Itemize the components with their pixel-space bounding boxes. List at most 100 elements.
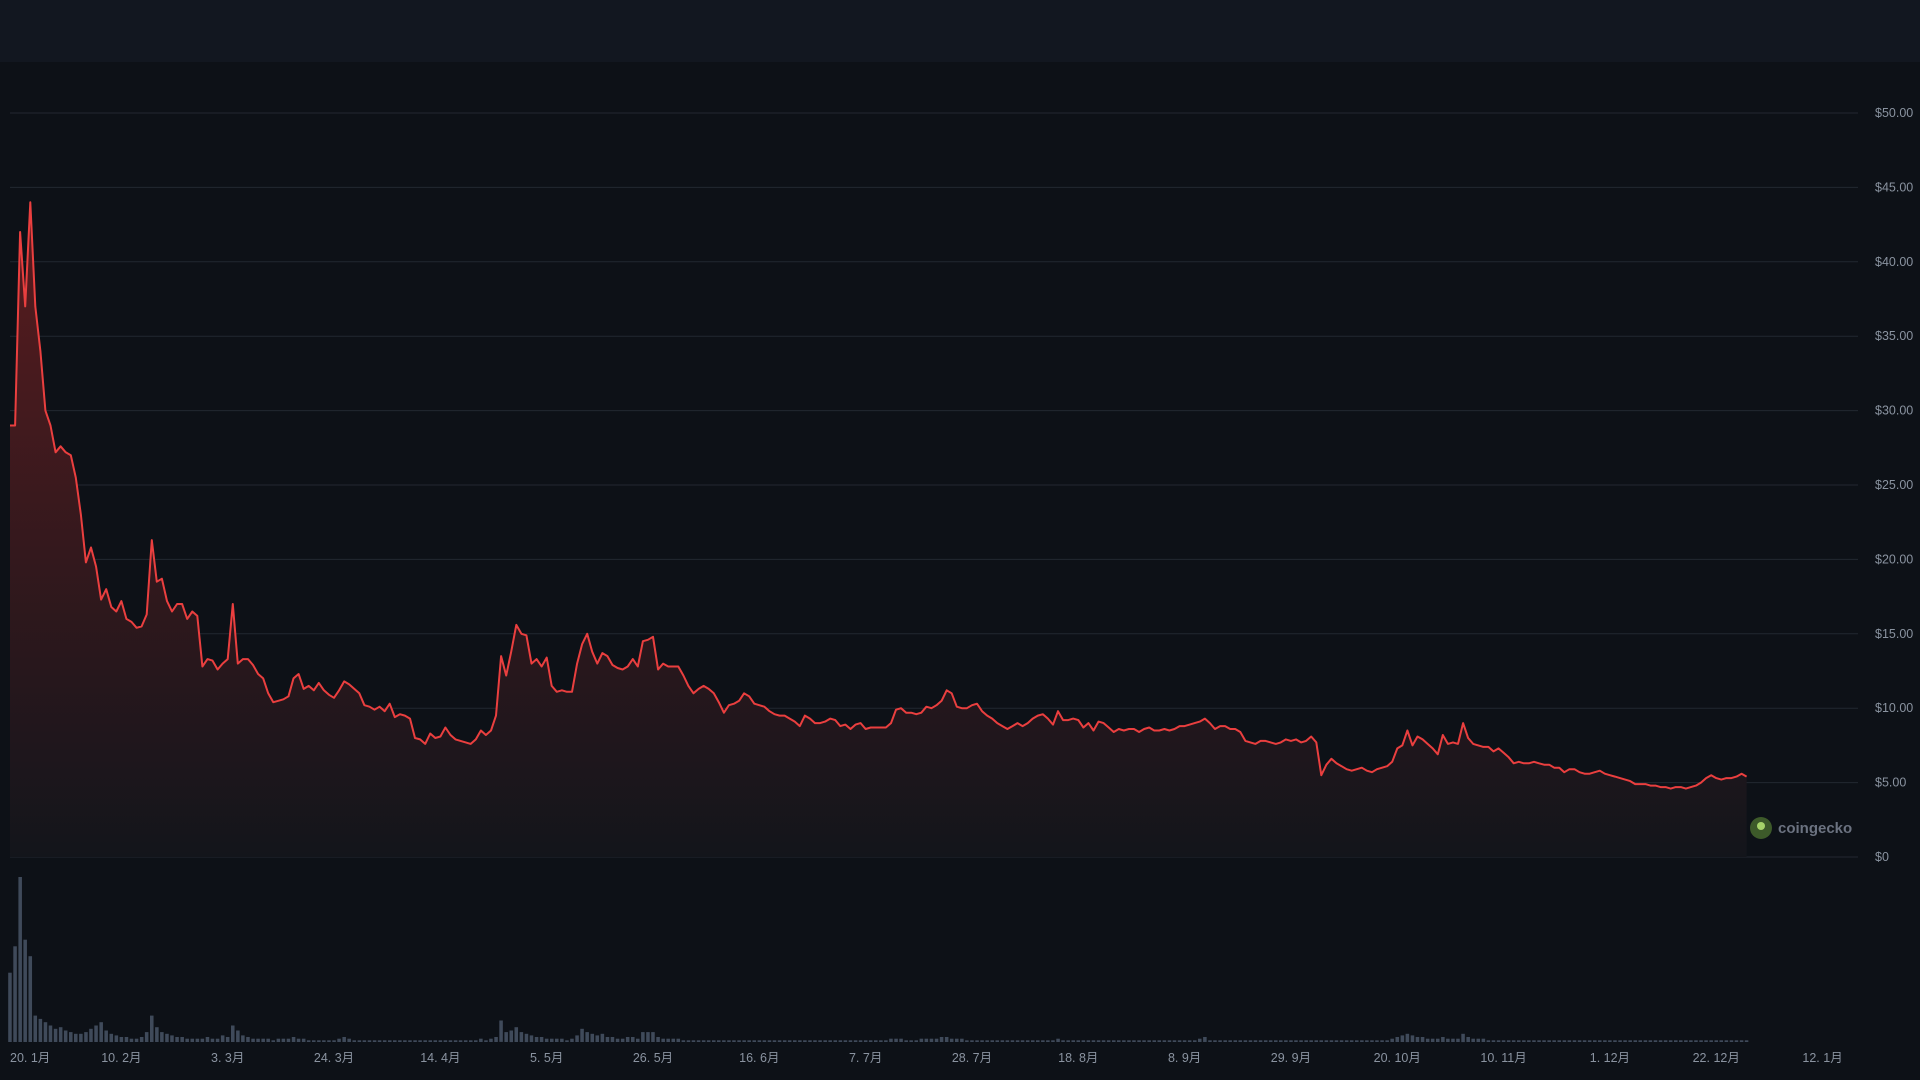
volume-bar (225, 1037, 230, 1042)
volume-bar (1395, 1037, 1400, 1042)
price-line-layer (10, 201, 1748, 790)
x-tick-label: 29. 9月 (1271, 1051, 1311, 1065)
volume-bar (1025, 1040, 1030, 1042)
volume-bar (1223, 1040, 1227, 1042)
volume-bar (681, 1040, 686, 1042)
volume-bar (1532, 1040, 1536, 1042)
volume-bar (246, 1037, 250, 1042)
volume-bar (1476, 1038, 1481, 1042)
volume-bar (423, 1040, 427, 1042)
volume-bar (752, 1040, 757, 1042)
volume-bar (848, 1040, 853, 1042)
volume-bar (504, 1032, 508, 1042)
volume-bar (74, 1033, 78, 1043)
y-tick-label: $50.00 (1875, 106, 1913, 120)
y-tick-label: $0 (1875, 850, 1889, 864)
volume-bar (469, 1040, 473, 1042)
volume-bar (428, 1040, 433, 1042)
volume-bar (241, 1035, 245, 1042)
volume-bar (544, 1038, 549, 1042)
volume-bar (1339, 1040, 1344, 1042)
volume-bar (448, 1040, 453, 1042)
volume-bar (1122, 1040, 1126, 1042)
volume-bar (565, 1040, 569, 1042)
volume-bar (1117, 1040, 1121, 1042)
volume-bar (1471, 1038, 1475, 1042)
volume-bar (195, 1038, 200, 1042)
watermark-label: coingecko (1778, 820, 1852, 837)
volume-bar (1456, 1038, 1460, 1042)
volume-bar (924, 1038, 929, 1042)
volume-bar (494, 1037, 498, 1042)
x-axis: 20. 1月 10. 2月 3. 3月 24. 3月 14. 4月 5. 5月 26. 5月… (10, 1051, 1843, 1065)
volume-bar (808, 1040, 812, 1042)
volume-bar (1031, 1040, 1035, 1042)
volume-bar (666, 1038, 670, 1042)
volume-bar (1238, 1040, 1243, 1042)
volume-bar (914, 1040, 919, 1042)
y-tick-label: $40.00 (1875, 255, 1913, 269)
volume-bar (150, 1015, 154, 1042)
volume-bar (747, 1040, 751, 1042)
volume-bar (1648, 1040, 1653, 1042)
volume-bar (1046, 1040, 1050, 1042)
volume-bar (1268, 1040, 1273, 1042)
volume-bar (1000, 1040, 1005, 1042)
volume-bar (220, 1035, 225, 1042)
volume-bar (701, 1040, 706, 1042)
volume-bar (1329, 1040, 1334, 1042)
volume-bar (909, 1040, 913, 1042)
volume-bar (403, 1040, 407, 1042)
x-tick-label: 26. 5月 (633, 1051, 673, 1065)
volume-bar (170, 1035, 174, 1042)
volume-bar (1663, 1040, 1668, 1042)
volume-bar (69, 1032, 73, 1042)
volume-bar (58, 1027, 63, 1042)
volume-bar (625, 1037, 630, 1042)
y-tick-label: $35.00 (1875, 329, 1913, 343)
volume-bar (231, 1025, 235, 1042)
volume-bar (580, 1028, 584, 1042)
price-area (10, 202, 1747, 858)
volume-bar (671, 1038, 676, 1042)
volume-bar (929, 1038, 934, 1042)
volume-bar (139, 1037, 144, 1042)
volume-bar (1324, 1040, 1329, 1042)
volume-bar (1319, 1040, 1324, 1042)
x-tick-label: 14. 4月 (420, 1051, 460, 1065)
volume-bar (1061, 1040, 1065, 1042)
top-strip (0, 0, 1920, 62)
volume-bar (1714, 1040, 1719, 1042)
volume-bar (944, 1037, 949, 1042)
volume-bar (1112, 1040, 1116, 1042)
volume-bar (1177, 1040, 1182, 1042)
volume-bar (53, 1028, 58, 1042)
volume-bar (175, 1037, 179, 1042)
volume-bar (463, 1040, 468, 1042)
volume-bar (408, 1040, 412, 1042)
volume-bar (1096, 1040, 1101, 1042)
volume-bar (1582, 1040, 1587, 1042)
volume-bar (1613, 1040, 1617, 1042)
volume-bar (1208, 1040, 1212, 1042)
volume-bar (965, 1040, 969, 1042)
price-line[interactable] (10, 201, 1748, 790)
volume-bar (418, 1040, 422, 1042)
volume-bar (1501, 1040, 1506, 1042)
volume-bar (1486, 1040, 1491, 1042)
volume-bar (843, 1040, 848, 1042)
volume-bar (858, 1040, 863, 1042)
volume-bar (1344, 1040, 1349, 1042)
y-tick-label: $25.00 (1875, 478, 1913, 492)
volume-bar (777, 1040, 782, 1042)
volume-bar (853, 1040, 858, 1042)
volume-bar (104, 1030, 108, 1043)
volume-bar (377, 1040, 382, 1042)
volume-bar (509, 1030, 514, 1043)
volume-bar (656, 1037, 660, 1042)
volume-bar (1284, 1040, 1288, 1042)
volume-bar (818, 1040, 822, 1042)
volume-bar (1724, 1040, 1729, 1042)
volume-bar (1744, 1040, 1749, 1042)
